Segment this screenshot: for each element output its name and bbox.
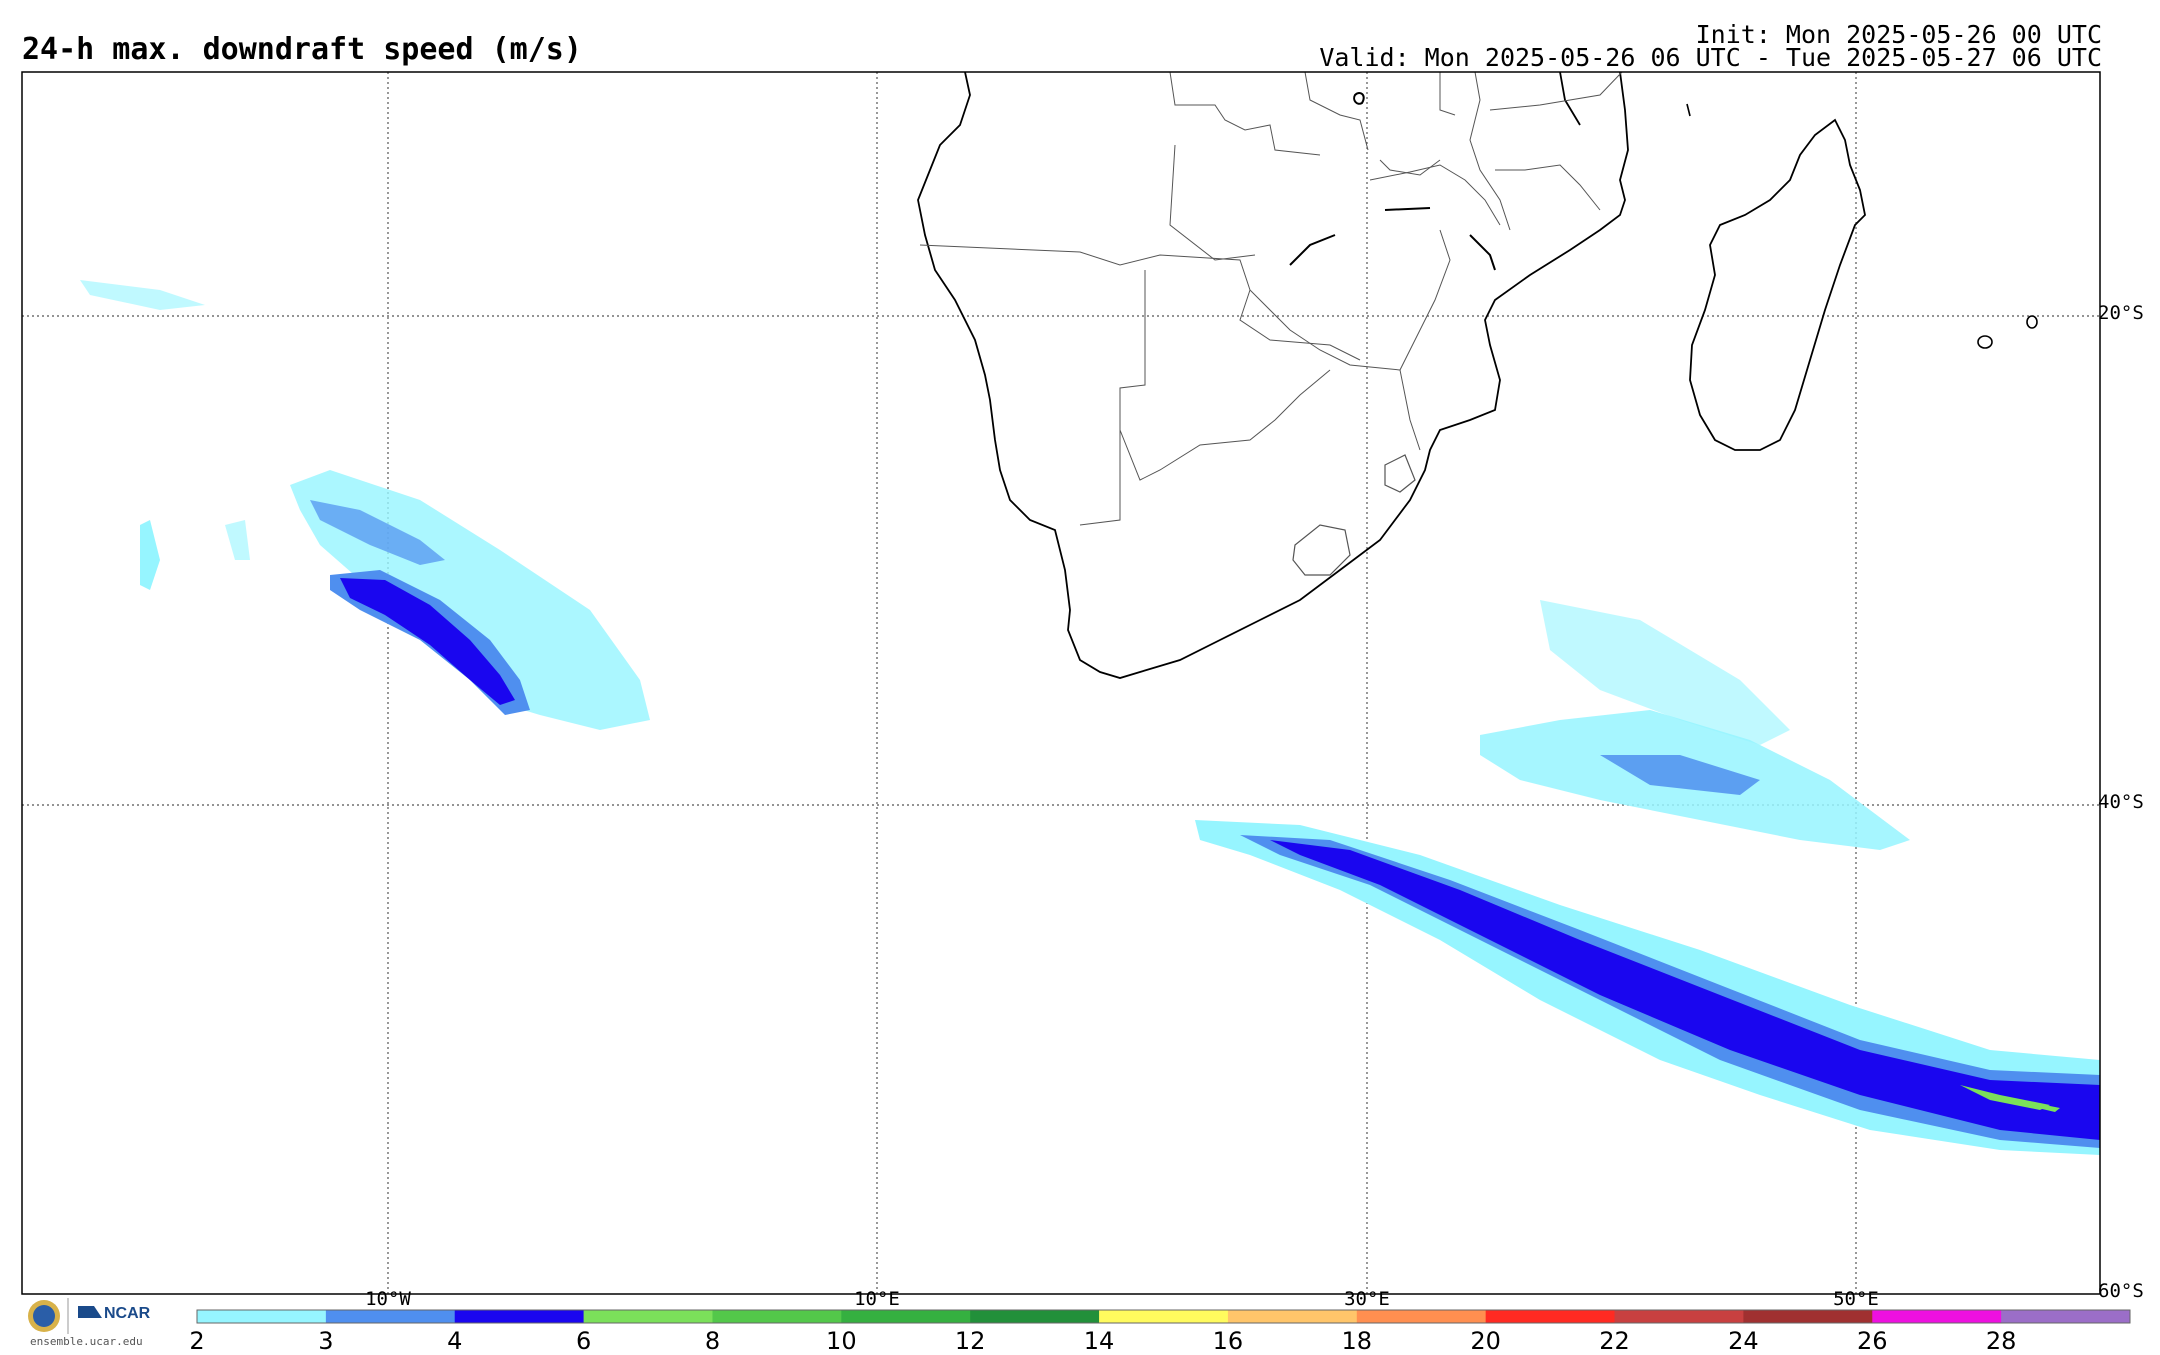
colorbar-tick-label: 2 — [189, 1327, 205, 1355]
lon-label-30e: 30°E — [1344, 1288, 1390, 1310]
colorbar-tick-label: 10 — [826, 1327, 857, 1355]
colorbar-tick-label: 8 — [704, 1327, 721, 1355]
colorbar-tick-label: 22 — [1599, 1327, 1630, 1355]
colorbar-tick-label: 12 — [954, 1327, 986, 1355]
graticule — [22, 72, 2100, 1294]
africa-outline — [917, 72, 1629, 679]
colorbar-swatch — [1356, 1310, 1487, 1323]
madagascar-outline — [1689, 118, 1866, 451]
colorbar-swatch — [1614, 1310, 1744, 1323]
colorbar-tick-label: 4 — [447, 1327, 463, 1355]
colorbar-border — [196, 1309, 2131, 1324]
colorbar-swatch — [970, 1310, 1100, 1323]
colorbar-tick-label: 3 — [318, 1327, 334, 1355]
colorbar-swatch — [2001, 1310, 2131, 1323]
colorbar-tick-label: 6 — [575, 1327, 592, 1355]
colorbar-swatch — [1099, 1310, 1229, 1323]
colorbar-swatch — [1485, 1310, 1616, 1323]
downdraft-field-east-band — [1195, 820, 2100, 1155]
lakes — [1289, 92, 1496, 271]
colorbar-tick-label: 26 — [1856, 1327, 1888, 1355]
colorbar-tick-label: 16 — [1212, 1327, 1244, 1355]
swaziland — [1384, 454, 1416, 493]
colorbar-swatch — [712, 1310, 842, 1323]
colorbar-tick-label: 14 — [1083, 1327, 1115, 1355]
init-time: Init: Mon 2025-05-26 00 UTC — [1695, 20, 2102, 49]
colorbar — [196, 1309, 2131, 1324]
map-frame — [21, 71, 2101, 1295]
lon-label-10w: 10°W — [365, 1288, 411, 1310]
colorbar-swatch — [1743, 1310, 1873, 1323]
colorbar-swatch — [197, 1310, 327, 1323]
ensemble-url: ensemble.ucar.edu — [30, 1335, 143, 1348]
map-title: 24-h max. downdraft speed (m/s) — [22, 32, 582, 67]
colorbar-swatch — [1872, 1310, 2002, 1323]
colorbar-tick-label: 24 — [1728, 1327, 1759, 1355]
downdraft-field-west — [80, 280, 650, 730]
downdraft-field-east-north — [1480, 600, 1910, 850]
colorbar-tick-label: 18 — [1341, 1327, 1373, 1355]
colorbar-tick-label: 28 — [1985, 1327, 2017, 1355]
colorbar-swatch — [325, 1310, 456, 1323]
lat-label-60s: 60°S — [2098, 1280, 2144, 1302]
lon-label-10e: 10°E — [854, 1288, 900, 1310]
lon-label-50e: 50°E — [1833, 1288, 1879, 1310]
country-borders — [919, 72, 1623, 526]
colorbar-swatch — [583, 1310, 713, 1323]
lat-label-40s: 40°S — [2098, 791, 2144, 813]
valid-time: Valid: Mon 2025-05-26 06 UTC - Tue 2025-… — [1319, 43, 2102, 72]
colorbar-swatch — [1227, 1310, 1358, 1323]
small-islands — [1686, 103, 2038, 349]
nsf-ncar-logo — [28, 1298, 102, 1334]
ncar-text: NCAR — [104, 1305, 151, 1322]
colorbar-tick-label: 20 — [1470, 1327, 1501, 1355]
colorbar-swatch — [454, 1310, 585, 1323]
colorbar-swatch — [841, 1310, 971, 1323]
lat-label-20s: 20°S — [2098, 302, 2144, 324]
lesotho — [1292, 524, 1351, 576]
